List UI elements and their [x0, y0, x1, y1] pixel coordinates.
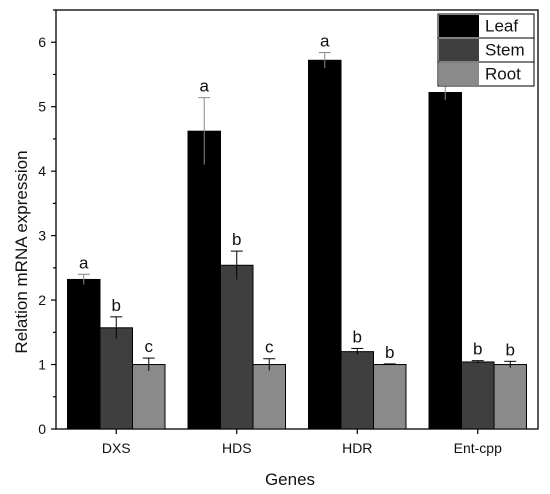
y-tick-label: 5 — [38, 99, 46, 115]
error-bars-layer — [77, 52, 517, 371]
bar-root-hds — [252, 364, 286, 430]
x-tick-label: Ent-cpp — [454, 440, 502, 456]
bar-leaf-hdr — [308, 59, 342, 430]
bar-root-dxs — [132, 364, 166, 430]
significance-label: b — [506, 340, 515, 359]
significance-label: c — [145, 337, 154, 356]
bar-root-ent-cpp — [493, 364, 527, 430]
significance-label: a — [200, 77, 210, 96]
legend: Leaf Stem Root — [437, 13, 535, 87]
y-tick-label: 6 — [38, 34, 46, 50]
bar-root-hdr — [373, 364, 407, 430]
bar-stem-hdr — [340, 351, 374, 430]
y-axis-title: Relation mRNA expression — [12, 150, 31, 353]
x-axis: DXS HDS HDR Ent-cpp — [102, 429, 502, 456]
x-tick-label: HDR — [342, 440, 372, 456]
significance-label: b — [232, 230, 241, 249]
bar-stem-ent-cpp — [461, 361, 495, 430]
significance-label: b — [385, 343, 394, 362]
bar-stem-dxs — [99, 327, 133, 430]
legend-label-stem: Stem — [485, 41, 525, 60]
bar-leaf-ent-cpp — [428, 92, 462, 430]
plot-frame — [55, 9, 539, 430]
legend-swatch-stem — [439, 39, 479, 61]
significance-label: a — [79, 253, 89, 272]
y-tick-label: 1 — [38, 357, 46, 373]
x-tick-label: HDS — [222, 440, 252, 456]
legend-label-leaf: Leaf — [485, 17, 518, 36]
y-tick-label: 4 — [38, 163, 46, 179]
bar-stem-hds — [220, 264, 254, 430]
y-tick-label: 3 — [38, 228, 46, 244]
x-axis-title: Genes — [265, 470, 315, 489]
legend-swatch-leaf — [439, 15, 479, 37]
bars-layer — [67, 59, 527, 430]
y-tick-label: 2 — [38, 292, 46, 308]
x-tick-label: DXS — [102, 440, 131, 456]
significance-label: b — [353, 327, 362, 346]
significance-label: b — [112, 296, 121, 315]
significance-label: a — [320, 32, 330, 51]
significance-label: c — [265, 338, 274, 357]
bar-leaf-dxs — [67, 278, 101, 430]
legend-swatch-root — [439, 63, 479, 85]
plot-border — [55, 9, 539, 430]
y-tick-label: 0 — [38, 421, 46, 437]
bar-leaf-hds — [187, 130, 221, 430]
significance-label: b — [473, 340, 482, 359]
y-axis: 0 1 2 3 4 5 6 — [38, 9, 56, 437]
legend-label-root: Root — [485, 65, 521, 84]
